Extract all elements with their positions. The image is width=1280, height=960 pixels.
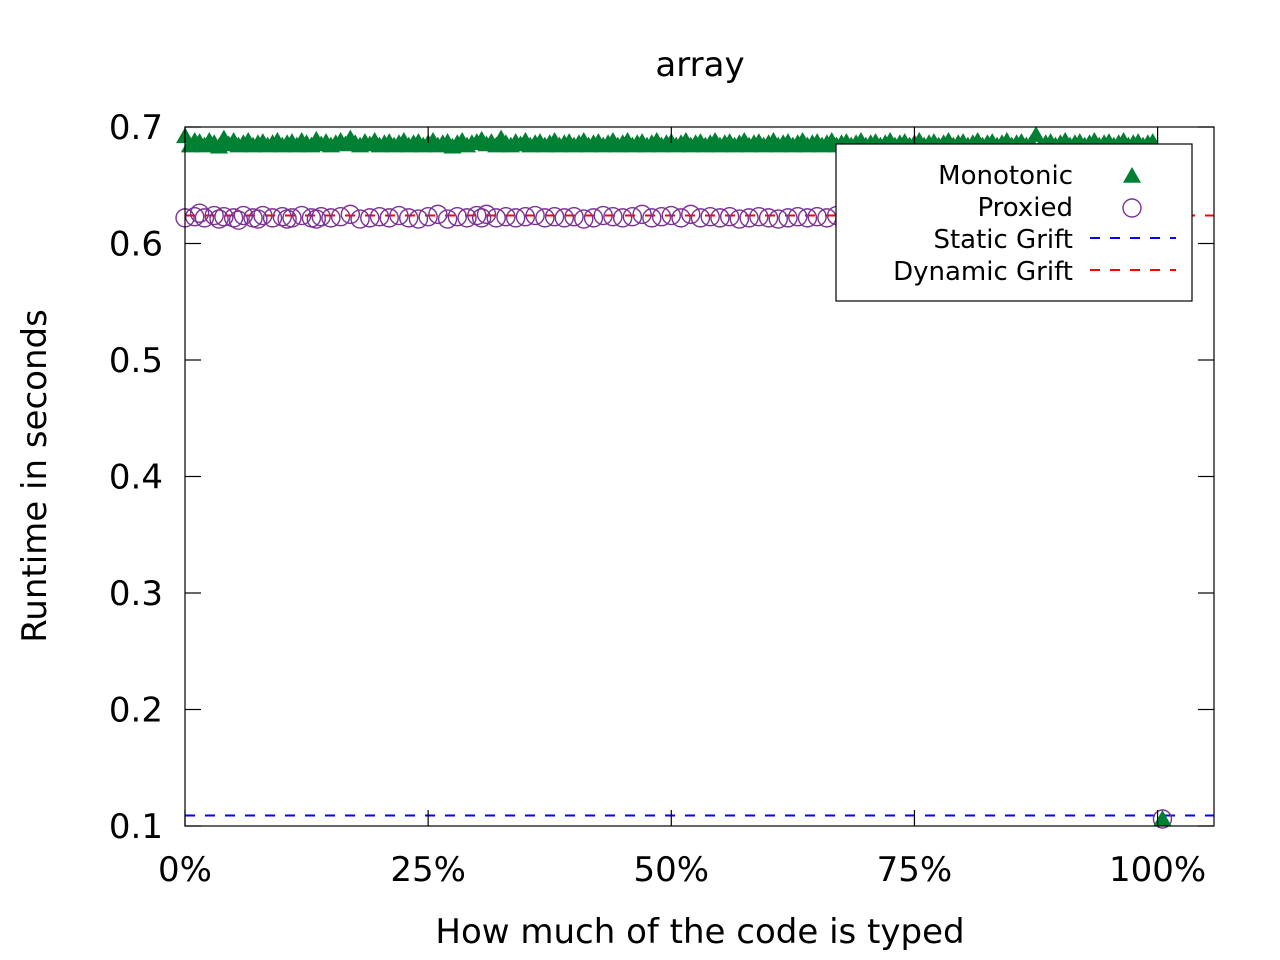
x-tick-label: 0% (158, 850, 212, 890)
legend: Monotonic Proxied Static Grift Dynamic G… (835, 143, 1193, 302)
y-tick-label: 0.4 (109, 458, 163, 498)
x-tick-label: 75% (877, 850, 953, 890)
proxied-point (710, 208, 730, 228)
proxied-point (535, 208, 555, 228)
proxied-point (262, 208, 283, 228)
proxied-point (311, 207, 331, 227)
proxied-point (398, 208, 419, 228)
proxied-point (603, 207, 623, 227)
proxied-point (768, 209, 788, 229)
proxied-point (214, 207, 234, 227)
proxied-point (253, 205, 273, 226)
proxied-point (306, 209, 326, 229)
proxied-point (739, 208, 759, 228)
chart-title: array (655, 45, 744, 85)
proxied-point (681, 204, 701, 225)
proxied-point (476, 204, 497, 225)
proxied-point (189, 203, 210, 223)
proxied-point (661, 205, 681, 226)
y-tick-label: 0.3 (109, 574, 163, 614)
proxied-point (515, 207, 536, 227)
proxied-point (209, 209, 229, 229)
proxied-point (525, 205, 545, 226)
proxied-point (379, 208, 399, 228)
y-tick-label: 0.5 (109, 341, 163, 381)
proxied-point (671, 208, 691, 228)
proxied-point (389, 205, 409, 226)
proxied-point (457, 208, 477, 228)
plot-frame (184, 126, 1215, 827)
proxied-point (554, 208, 575, 228)
proxied-point (788, 207, 808, 227)
proxied-point (749, 207, 769, 227)
proxied-point (651, 207, 672, 227)
proxied-point (350, 209, 370, 229)
x-tick-label: 25% (390, 850, 466, 890)
proxied-point (204, 205, 224, 226)
proxied-point (282, 208, 302, 228)
proxied-point (574, 209, 594, 229)
proxied-point (321, 208, 341, 228)
legend-label-proxied: Proxied (977, 193, 1073, 223)
proxied-point (340, 204, 361, 225)
proxied-point (690, 208, 711, 228)
proxied-point (544, 207, 565, 227)
proxied-point (593, 205, 613, 226)
x-axis-label: How much of the code is typed (435, 912, 964, 952)
proxied-point (223, 208, 244, 228)
y-tick-label: 0.6 (109, 225, 163, 265)
legend-symbol-proxied (1122, 198, 1142, 218)
proxied-point (437, 209, 458, 229)
proxied-point (797, 208, 818, 228)
proxied-point (447, 207, 468, 227)
proxied-point (778, 208, 798, 228)
proxied-point (369, 207, 390, 227)
proxied-point (496, 207, 516, 227)
proxied-point (467, 205, 487, 226)
proxied-point (194, 208, 215, 228)
proxied-point (612, 208, 633, 228)
proxied-point (622, 207, 643, 227)
proxied-point (292, 205, 312, 226)
proxied-point (233, 205, 254, 226)
proxied-point (228, 210, 249, 230)
proxied-point (248, 209, 268, 229)
proxied-point (729, 209, 750, 229)
proxied-point (642, 208, 662, 228)
y-axis-label: Runtime in seconds (15, 309, 55, 643)
proxied-point (471, 208, 492, 228)
proxied-point (408, 209, 429, 229)
reference-lines (185, 214, 1214, 817)
proxied-point (700, 207, 720, 227)
proxied-point (418, 207, 438, 227)
legend-label-static-grift: Static Grift (933, 225, 1073, 255)
proxied-point (185, 207, 205, 227)
proxied-point (486, 208, 506, 228)
proxied-point (807, 207, 827, 227)
proxied-point (330, 207, 351, 227)
x-tick-label: 50% (634, 850, 710, 890)
proxied-point (719, 207, 740, 227)
proxied-point (758, 208, 779, 228)
y-tick-label: 0.1 (109, 807, 163, 847)
proxied-point (564, 207, 584, 227)
legend-label-monotonic: Monotonic (938, 161, 1073, 191)
x-tick-label: 100% (1109, 850, 1206, 890)
legend-label-dynamic-grift: Dynamic Grift (893, 257, 1073, 287)
y-tick-label: 0.7 (109, 108, 163, 148)
proxied-point (632, 204, 652, 225)
y-tick-label: 0.2 (109, 691, 163, 731)
proxied-point (583, 208, 604, 228)
legend-symbol-monotonic (1123, 167, 1141, 183)
proxied-point (360, 208, 380, 228)
proxied-point (505, 208, 526, 228)
proxied-point (428, 204, 448, 225)
axis-ticks: 0% 25% 50% 75% 100% 0.1 0.2 0.3 0.4 0.5 0.6 0.7 (109, 108, 1214, 890)
proxied-point (272, 207, 292, 227)
